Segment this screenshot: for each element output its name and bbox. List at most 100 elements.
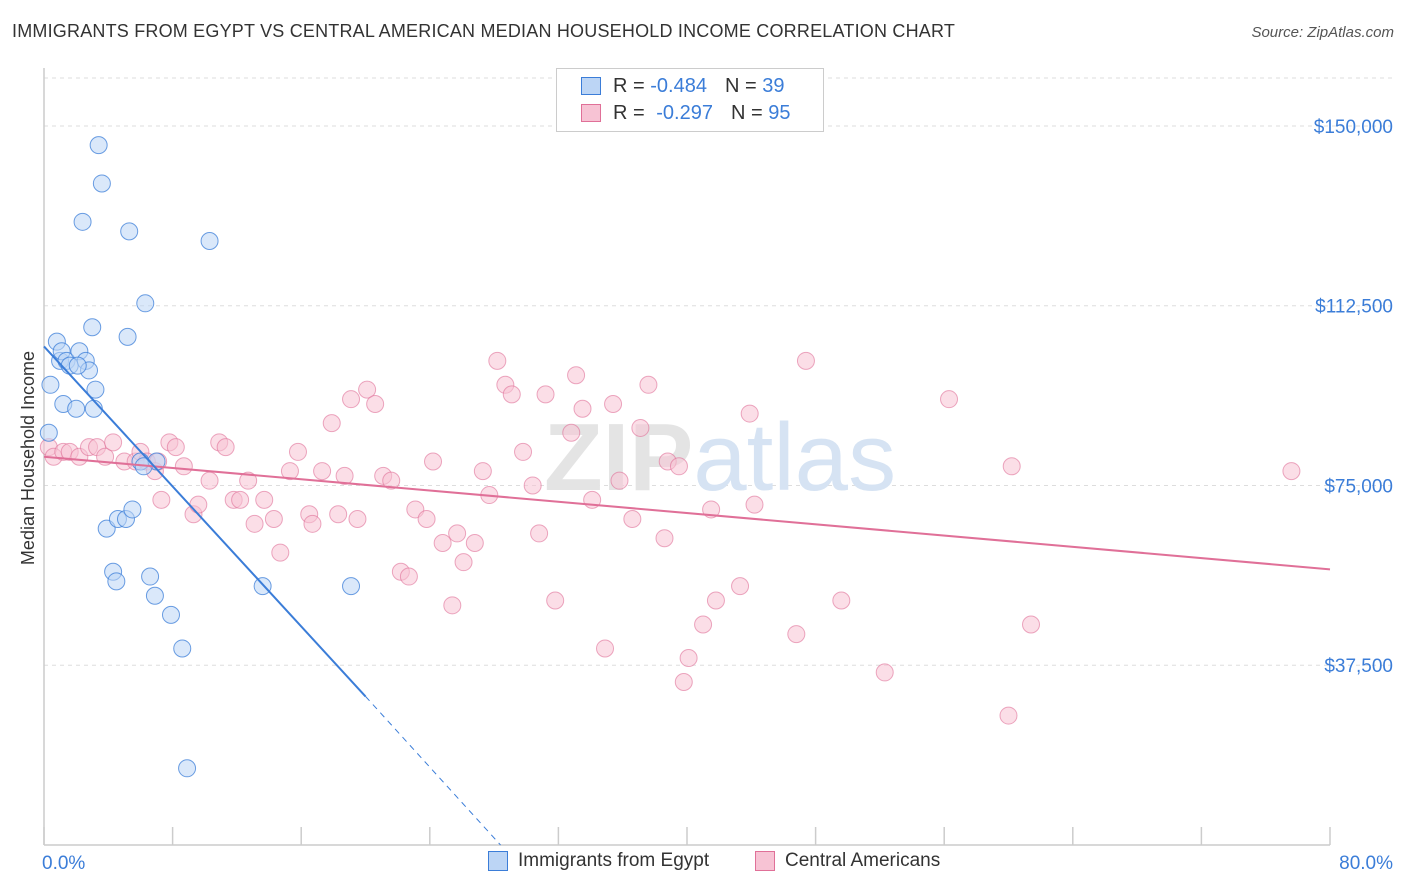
- egypt-point: [107, 572, 126, 591]
- egypt-r-value: -0.484: [650, 74, 707, 97]
- central-point: [245, 514, 264, 533]
- x-tick-label-end: 80.0%: [1339, 853, 1393, 874]
- central-point: [502, 385, 521, 404]
- egypt-point: [342, 577, 361, 596]
- egypt-legend-swatch: [488, 851, 508, 871]
- bottom-legend-egypt: Immigrants from Egypt: [488, 850, 709, 872]
- central-point: [674, 673, 693, 692]
- central-point: [679, 649, 698, 668]
- egypt-point: [145, 586, 164, 605]
- central-point: [832, 591, 851, 610]
- central-point: [536, 385, 555, 404]
- central-point: [104, 433, 123, 452]
- egypt-point: [83, 318, 102, 337]
- central-point: [382, 471, 401, 490]
- central-point: [940, 390, 959, 409]
- central-point: [239, 471, 258, 490]
- central-point: [335, 466, 354, 485]
- central-point: [216, 438, 235, 457]
- axes: [43, 68, 1331, 846]
- egypt-point: [161, 605, 180, 624]
- trend-lines: [43, 345, 1331, 846]
- y-tick-label: $75,000: [1324, 476, 1393, 497]
- watermark: ZIPatlas: [544, 404, 896, 511]
- central-point: [288, 442, 307, 461]
- central-point: [329, 505, 348, 524]
- central-point: [433, 533, 452, 552]
- egypt-trend-extension: [365, 696, 501, 846]
- central-point: [473, 462, 492, 481]
- central-point: [303, 514, 322, 533]
- egypt-trend-line: [43, 345, 367, 698]
- central-point: [174, 457, 193, 476]
- central-point: [1282, 462, 1301, 481]
- egypt-point: [136, 294, 155, 313]
- egypt-point: [120, 222, 139, 241]
- central-point: [514, 442, 533, 461]
- central-point: [424, 452, 443, 471]
- central-point: [702, 500, 721, 519]
- egypt-point: [67, 399, 86, 418]
- egypt-n-value: 39: [762, 74, 785, 97]
- central-americans-points: [39, 351, 1301, 725]
- central-point: [999, 706, 1018, 725]
- egypt-point: [89, 136, 108, 155]
- central-point: [200, 471, 219, 490]
- bottom-legend-central: Central Americans: [755, 850, 940, 872]
- central-point: [523, 476, 542, 495]
- central-point: [166, 438, 185, 457]
- central-trend-line: [43, 455, 1331, 571]
- egypt-point: [86, 380, 105, 399]
- central-point: [342, 390, 361, 409]
- egypt-point: [178, 759, 197, 778]
- egypt-point: [39, 423, 58, 442]
- central-point: [366, 394, 385, 413]
- central-point: [358, 380, 377, 399]
- central-legend-swatch: [755, 851, 775, 871]
- egypt-point: [123, 500, 142, 519]
- central-point: [573, 399, 592, 418]
- central-point: [655, 529, 674, 548]
- central-point: [530, 524, 549, 543]
- central-n-value: 95: [768, 101, 791, 124]
- central-legend-label: Central Americans: [785, 850, 941, 871]
- central-point: [189, 495, 208, 514]
- central-point: [694, 615, 713, 634]
- central-point: [448, 524, 467, 543]
- legend-row-egypt: R = -0.484 N = 39: [581, 73, 784, 99]
- y-tick-label: $150,000: [1314, 117, 1393, 138]
- central-point: [875, 663, 894, 682]
- central-point: [787, 625, 806, 644]
- central-point: [399, 567, 418, 586]
- central-point: [706, 591, 725, 610]
- central-point: [1002, 457, 1021, 476]
- central-point: [271, 543, 290, 562]
- central-point: [546, 591, 565, 610]
- central-point: [443, 596, 462, 615]
- central-point: [152, 490, 171, 509]
- central-point: [348, 510, 367, 529]
- y-axis-label: Median Household Income: [18, 351, 38, 565]
- central-point: [567, 366, 586, 385]
- egypt-point: [141, 567, 160, 586]
- central-swatch: [581, 104, 601, 122]
- central-point: [631, 418, 650, 437]
- central-point: [417, 510, 436, 529]
- y-tick-label: $37,500: [1324, 656, 1393, 677]
- stats-legend: R = -0.484 N = 39 R = -0.297 N = 95: [556, 68, 824, 132]
- central-point: [280, 462, 299, 481]
- egypt-point: [84, 399, 103, 418]
- watermark-atlas: atlas: [693, 404, 896, 511]
- central-point: [465, 533, 484, 552]
- central-point: [623, 510, 642, 529]
- central-point: [610, 471, 629, 490]
- central-point: [488, 351, 507, 370]
- central-point: [745, 495, 764, 514]
- legend-row-central: R = -0.297 N = 95: [581, 100, 790, 126]
- egypt-point: [200, 231, 219, 250]
- source-credit: Source: ZipAtlas.com: [1251, 24, 1394, 41]
- egypt-point: [68, 356, 87, 375]
- egypt-point: [73, 212, 92, 231]
- y-tick-label: $112,500: [1315, 297, 1393, 318]
